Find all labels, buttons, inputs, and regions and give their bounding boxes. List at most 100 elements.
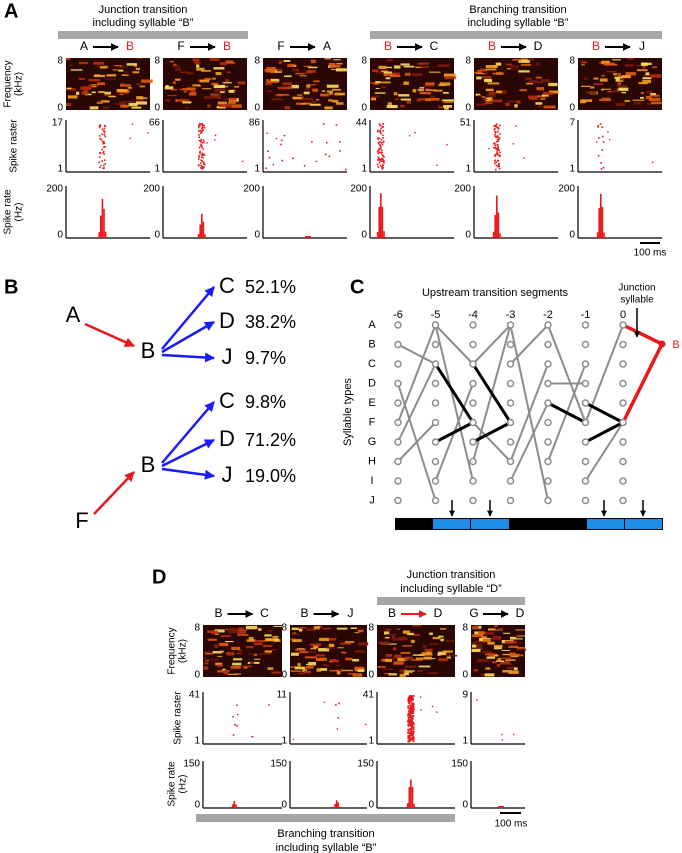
spike (103, 130, 106, 133)
spike (601, 149, 603, 151)
spectrogram-energy (482, 638, 491, 643)
y-tick-label: 0 (154, 103, 160, 114)
spectrogram-energy (297, 663, 301, 667)
spectrogram-energy (337, 647, 344, 649)
spike (409, 708, 412, 711)
spectrogram-energy (497, 658, 501, 662)
spectrogram-energy (581, 85, 591, 88)
spectrogram-energy (396, 628, 401, 630)
spectrogram-energy (418, 665, 431, 668)
spectrogram-energy (640, 96, 644, 99)
spectrogram-energy (104, 95, 115, 97)
syllable-node (394, 418, 402, 427)
rate-bar (204, 234, 206, 238)
spike (103, 127, 106, 130)
spectrogram-energy (411, 659, 423, 661)
spectrogram-energy (416, 98, 422, 102)
spectrogram-energy (385, 653, 393, 657)
spectrogram-energy (213, 645, 220, 647)
spectrogram-energy (400, 104, 405, 108)
spike (411, 720, 413, 722)
spike (198, 130, 200, 132)
y-tick-label: 200 (143, 184, 160, 195)
spike (515, 125, 517, 127)
syllable-node (394, 321, 402, 329)
spectrogram-energy (243, 666, 248, 669)
spectrogram-energy (320, 93, 329, 97)
spike (410, 733, 413, 735)
spike (201, 154, 204, 156)
spike (99, 166, 101, 169)
spectrogram-energy (227, 673, 238, 676)
spectrogram-energy (485, 88, 494, 92)
panel-label: A (4, 0, 18, 22)
spectrogram-energy (211, 630, 218, 634)
spike (203, 166, 205, 169)
spike (202, 156, 204, 159)
spectrogram-energy (387, 102, 392, 106)
spectrogram-energy (649, 97, 661, 102)
junction-label: syllable (620, 295, 654, 306)
group-title: Junction transition (99, 4, 188, 16)
spectrogram-energy (216, 106, 226, 109)
spike (498, 167, 501, 170)
spectrogram-energy (386, 58, 394, 62)
spike (494, 142, 496, 144)
spike (407, 697, 410, 699)
spike (496, 134, 499, 137)
spectrogram-energy (599, 78, 608, 82)
syllable-node (431, 340, 440, 349)
spike (411, 707, 414, 710)
group-title: including syllable “B” (93, 17, 194, 29)
spectrogram-energy (305, 87, 310, 91)
rate-bar (414, 807, 417, 808)
spectrogram-energy (377, 666, 386, 668)
spectrogram-energy (409, 657, 414, 661)
spike (409, 716, 412, 718)
spectrogram-energy (471, 644, 477, 648)
spike (409, 732, 412, 734)
syllable-node (544, 399, 552, 407)
scale-label: 100 ms (634, 248, 667, 259)
spectrogram-energy (514, 104, 518, 108)
spectrogram-energy (203, 666, 209, 670)
syllable-node (506, 496, 515, 505)
spectrogram-energy (487, 641, 495, 645)
spike (98, 126, 101, 129)
spectrogram-energy (651, 96, 656, 99)
spectrogram-energy (319, 637, 330, 642)
spike (325, 141, 328, 144)
spike (495, 153, 498, 156)
spike (496, 151, 498, 153)
spike (100, 138, 103, 141)
syllable-node (431, 477, 440, 485)
y-tick-label: 150 (183, 759, 200, 770)
spike (102, 140, 105, 143)
spectrogram-energy (306, 628, 316, 632)
spectrogram-energy (231, 646, 241, 651)
spike (408, 732, 410, 734)
spike (200, 144, 202, 147)
spectrogram-energy (384, 673, 391, 675)
spectrogram-energy (430, 95, 435, 98)
spectrogram-energy (179, 88, 187, 90)
group-bar (377, 597, 525, 605)
spectrogram-energy (385, 636, 389, 639)
spectrogram-energy (192, 84, 200, 87)
spike (407, 728, 409, 731)
spectrogram-energy (303, 101, 310, 105)
axis-label: (Hz) (178, 775, 189, 794)
rate-bar (331, 807, 333, 808)
spectrogram-energy (392, 72, 401, 75)
spike (377, 141, 380, 144)
spectrogram-energy (424, 648, 433, 652)
spectrogram-energy (383, 73, 395, 77)
spectrogram-energy (303, 671, 311, 674)
column-label: -4 (468, 309, 478, 321)
spike (102, 142, 105, 145)
node-label: B (141, 338, 156, 363)
spike (409, 723, 412, 725)
y-tick-label: 0 (154, 230, 160, 241)
spectrogram-energy (230, 666, 241, 669)
